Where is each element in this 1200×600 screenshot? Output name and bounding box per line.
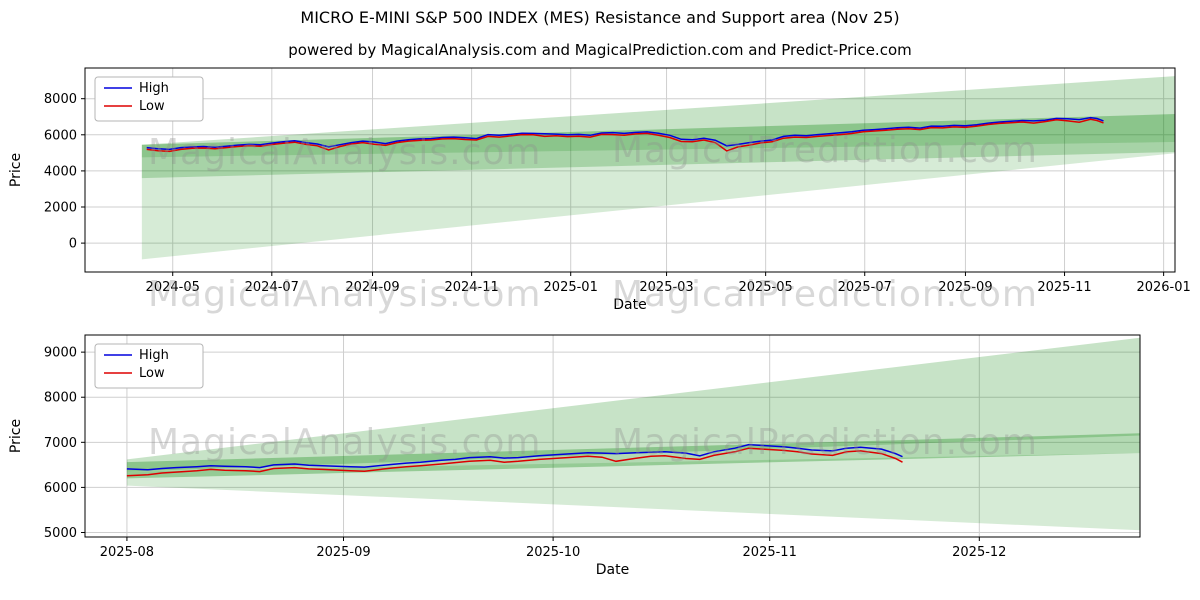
y-tick-label: 8000 [44, 391, 77, 406]
series-high-line [126, 443, 903, 471]
legend-label: Low [139, 99, 165, 114]
x-axis-label: Date [596, 562, 629, 578]
x-tick-label: 2025-11 [1037, 280, 1091, 295]
grid [85, 68, 1175, 272]
x-tick-label: 2024-05 [146, 280, 200, 295]
band-polygon [126, 337, 1140, 472]
band-polygon [141, 142, 1175, 260]
band-polygon [126, 433, 1140, 479]
band-polygon [126, 453, 1140, 531]
x-tick-label: 2024-07 [245, 280, 299, 295]
y-tick-label: 5000 [44, 526, 77, 541]
legend-label: Low [139, 366, 165, 381]
x-tick-label: 2026-01 [1136, 280, 1190, 295]
x-tick-label: 2024-11 [444, 280, 498, 295]
y-tick-label: 9000 [44, 346, 77, 361]
x-tick-label: 2025-09 [316, 545, 370, 560]
x-tick-label: 2024-09 [345, 280, 399, 295]
support-resistance-bands [126, 337, 1140, 531]
axis-ticks: 5000 6000 7000 8000 9000 2025-08 2025-09 2025-1… [44, 346, 1007, 560]
x-tick-label: 2025-03 [639, 280, 693, 295]
y-tick-label: 6000 [44, 128, 77, 143]
legend: High Low [94, 343, 204, 389]
support-resistance-bands [141, 76, 1175, 260]
x-tick-label: 2025-05 [738, 280, 792, 295]
y-tick-label: 2000 [44, 201, 77, 216]
series-low-line [126, 447, 903, 477]
x-tick-label: 2025-08 [100, 545, 154, 560]
plot-frame [84, 334, 1141, 538]
plot-frame [84, 67, 1176, 273]
band-polygon [141, 76, 1175, 179]
legend: High Low [94, 76, 204, 122]
legend-label: High [139, 81, 169, 96]
y-tick-label: 8000 [44, 92, 77, 107]
x-axis-label: Date [613, 297, 646, 313]
x-tick-label: 2025-10 [526, 545, 580, 560]
x-tick-label: 2025-07 [838, 280, 892, 295]
x-tick-label: 2025-12 [952, 545, 1006, 560]
y-axis-label: Price [8, 153, 24, 187]
grid [85, 335, 1140, 537]
y-axis-label: Price [8, 419, 24, 453]
x-tick-label: 2025-01 [544, 280, 598, 295]
y-tick-label: 6000 [44, 481, 77, 496]
x-tick-label: 2025-09 [938, 280, 992, 295]
legend-label: High [139, 348, 169, 363]
chart-title: MICRO E-MINI S&P 500 INDEX (MES) Resista… [300, 8, 900, 27]
y-tick-label: 0 [69, 237, 77, 252]
series-low-line [146, 118, 1104, 153]
axis-ticks: 0 2000 4000 6000 8000 2024-05 2024-07 2024-09 20… [44, 92, 1191, 295]
y-tick-label: 7000 [44, 436, 77, 451]
x-tick-label: 2025-11 [743, 545, 797, 560]
bottom-chart: 5000 6000 7000 8000 9000 2025-08 2025-09 2025-1… [8, 334, 1141, 578]
series-high-line [146, 116, 1104, 151]
y-tick-label: 4000 [44, 164, 77, 179]
top-chart: 0 2000 4000 6000 8000 2024-05 2024-07 2024-09 20… [8, 67, 1191, 313]
chart-subtitle: powered by MagicalAnalysis.com and Magic… [288, 41, 912, 59]
